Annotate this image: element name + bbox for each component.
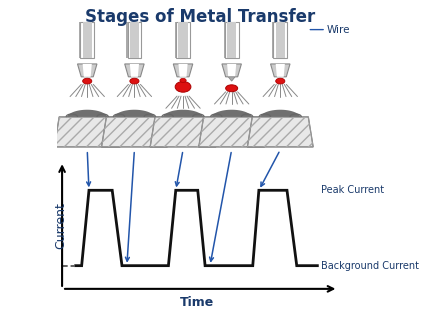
Text: Current: Current <box>55 202 67 248</box>
Text: Peak Current: Peak Current <box>321 185 384 195</box>
Ellipse shape <box>175 81 191 92</box>
Polygon shape <box>83 64 92 77</box>
Bar <box>276 22 285 58</box>
Polygon shape <box>102 117 167 147</box>
Polygon shape <box>271 64 290 77</box>
Polygon shape <box>199 117 264 147</box>
Ellipse shape <box>276 78 285 84</box>
Bar <box>175 22 191 58</box>
Bar <box>224 22 240 58</box>
Bar <box>225 22 238 58</box>
PathPatch shape <box>66 110 108 118</box>
PathPatch shape <box>260 110 301 118</box>
Bar <box>126 22 143 58</box>
Bar <box>179 22 187 58</box>
Bar <box>79 22 95 58</box>
Polygon shape <box>55 117 120 147</box>
Bar <box>227 22 236 58</box>
Bar <box>130 22 139 58</box>
Polygon shape <box>173 64 193 77</box>
Polygon shape <box>222 64 242 77</box>
PathPatch shape <box>211 110 252 118</box>
Bar <box>176 22 190 58</box>
Text: Background Current: Background Current <box>321 261 419 271</box>
PathPatch shape <box>162 110 204 118</box>
Polygon shape <box>77 64 97 77</box>
Polygon shape <box>247 117 313 147</box>
Text: Wire: Wire <box>327 25 350 35</box>
Polygon shape <box>130 64 139 77</box>
Ellipse shape <box>180 78 186 82</box>
Polygon shape <box>276 64 285 77</box>
Ellipse shape <box>226 85 238 92</box>
Ellipse shape <box>130 78 139 84</box>
Bar <box>83 22 92 58</box>
Polygon shape <box>227 64 236 77</box>
Bar <box>81 22 94 58</box>
Polygon shape <box>125 64 144 77</box>
Bar <box>272 22 288 58</box>
PathPatch shape <box>114 110 155 118</box>
Polygon shape <box>150 117 216 147</box>
Polygon shape <box>228 77 235 81</box>
Text: Time: Time <box>180 296 214 309</box>
Polygon shape <box>179 64 187 77</box>
Bar <box>273 22 287 58</box>
Ellipse shape <box>83 78 92 84</box>
Text: Stages of Metal Transfer: Stages of Metal Transfer <box>85 8 315 26</box>
Bar <box>128 22 141 58</box>
